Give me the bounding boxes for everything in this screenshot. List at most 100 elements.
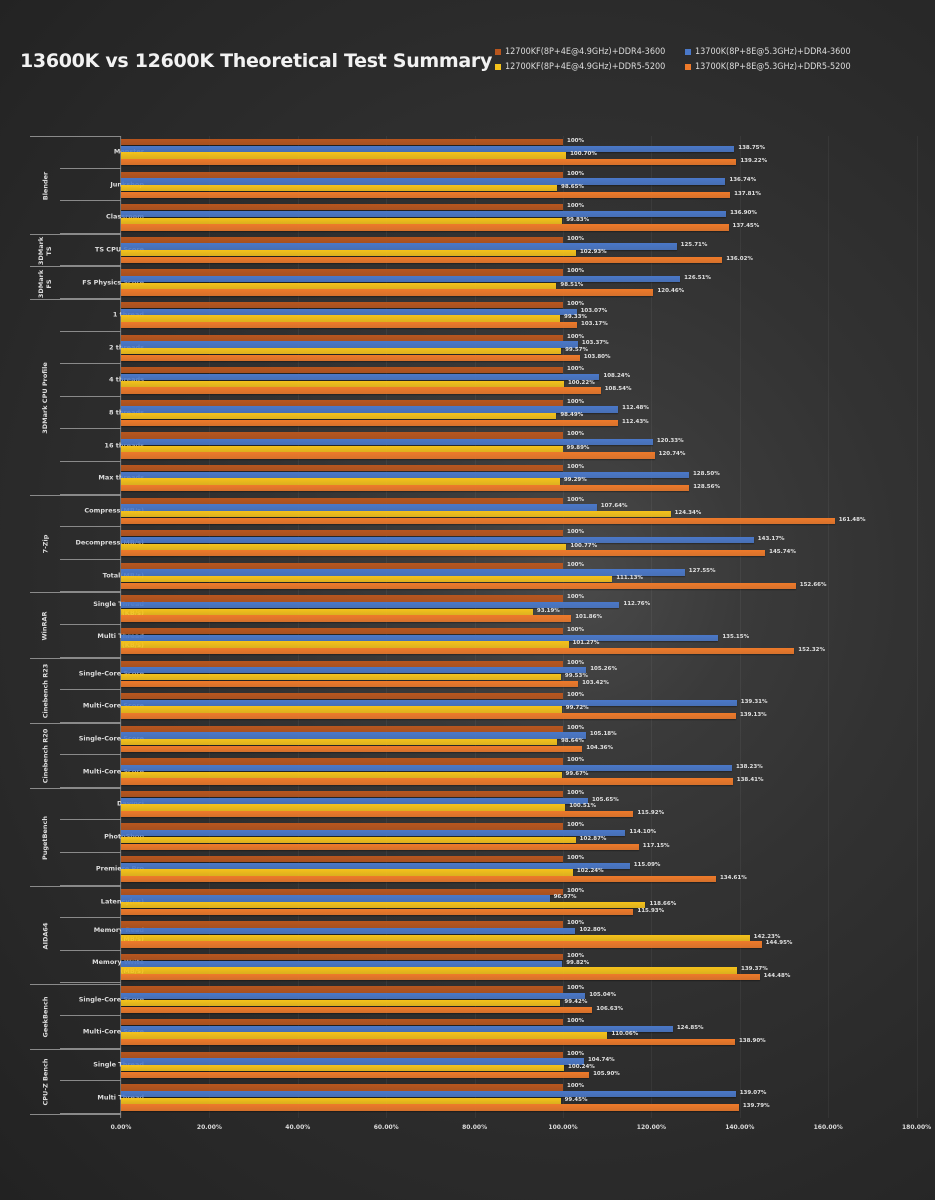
bar: 126.51%	[121, 275, 711, 283]
row-divider	[60, 754, 121, 756]
legend-item-13700k-ddr5: 13700K(8P+8E@5.3GHz)+DDR5-5200	[685, 62, 875, 72]
row-divider	[60, 819, 121, 821]
bar-group: 100% 112.48% 98.49% 112.43%	[121, 399, 649, 427]
row-divider	[60, 232, 121, 234]
table-row: 2 threads100%103.37%99.57%103.80%	[30, 332, 930, 365]
data-label: 120.33%	[656, 438, 684, 445]
bar: 103.42%	[121, 680, 609, 687]
data-label: 145.74%	[769, 549, 796, 556]
legend-label: 12700KF(8P+4E@4.9GHz)+DDR5-5200	[505, 62, 666, 72]
bar: 99.53%	[121, 673, 588, 681]
bar: 102.93%	[121, 249, 607, 257]
bar: 99.57%	[121, 347, 588, 355]
x-tick-label: 40.00%	[285, 1124, 311, 1131]
data-label: 108.54%	[604, 386, 632, 393]
bar: 100%	[121, 1083, 584, 1091]
legend-label: 13700K(8P+8E@5.3GHz)+DDR5-5200	[695, 62, 851, 72]
bar: 100%	[121, 920, 584, 928]
data-label: 112.76%	[623, 601, 651, 607]
bar-group: 100% 126.51% 98.51% 120.46%	[121, 268, 711, 296]
data-label: 99.53%	[564, 672, 588, 679]
bar-group: 100% 124.85% 110.06% 138.90%	[121, 1018, 766, 1046]
data-label: 139.79%	[742, 1103, 770, 1110]
data-label: 100%	[567, 235, 584, 242]
row-divider	[60, 200, 121, 202]
table-row: Multi Thread(KB/s)100%135.15%101.27%152.…	[30, 625, 930, 658]
row-divider	[60, 721, 121, 723]
bar: 98.65%	[121, 184, 584, 192]
bar: 100%	[121, 757, 584, 765]
x-tick-label: 120.00%	[636, 1124, 666, 1131]
bar: 103.07%	[121, 308, 607, 315]
row-divider	[60, 884, 121, 886]
bar: 139.31%	[121, 699, 768, 707]
data-label: 99.89%	[566, 444, 590, 451]
data-label: 93.19%	[536, 607, 560, 614]
data-label: 135.15%	[722, 633, 750, 640]
data-label: 98.51%	[560, 281, 584, 288]
bar-group: 100% 120.33% 99.89% 120.74%	[121, 431, 685, 459]
table-row: Monster100%138.75%100.70%139.22%	[30, 136, 930, 169]
group-bottom-border	[30, 1114, 121, 1115]
bar: 107.64%	[121, 503, 628, 511]
group-block: WinRAR	[30, 592, 121, 658]
data-label: 99.82%	[566, 959, 590, 966]
data-label: 136.02%	[726, 255, 753, 262]
bar-group: 100% 102.80% 142.23% 144.95%	[121, 920, 792, 948]
bar-group: 100% 105.04% 99.42% 106.63%	[121, 985, 623, 1013]
data-label: 100%	[567, 138, 584, 144]
bar: 100%	[121, 431, 584, 439]
bar: 152.66%	[121, 582, 827, 590]
data-label: 107.64%	[600, 503, 628, 510]
data-label: 100%	[567, 1018, 584, 1025]
data-label: 100%	[567, 529, 584, 536]
table-row: TS CPU Score 100% 125.71% 102.93% 136.02%	[30, 234, 930, 267]
bar-group: 100% 136.74% 98.65% 137.81%	[121, 171, 761, 199]
bar: 145.74%	[121, 549, 796, 557]
data-label: 115.09%	[633, 861, 661, 868]
bar: 102.24%	[121, 868, 604, 876]
bar: 102.80%	[121, 927, 606, 935]
group-block: GeekBench	[30, 983, 121, 1050]
bar: 124.34%	[121, 510, 701, 518]
bar: 103.17%	[121, 321, 608, 329]
gridline	[209, 136, 211, 1118]
category-label: TS CPU Score	[94, 245, 144, 254]
row-divider	[60, 623, 121, 625]
table-row: Single Thread 100% 104.74% 100.24% 105.90%	[30, 1049, 930, 1082]
data-label: 125.71%	[680, 242, 708, 249]
data-label: 100%	[567, 920, 584, 927]
bar: 112.48%	[121, 405, 649, 413]
bar-group: 100% 115.09% 102.24% 134.61%	[121, 855, 747, 883]
data-label: 100%	[567, 855, 584, 862]
data-label: 139.37%	[741, 966, 768, 973]
row-divider	[60, 460, 121, 462]
bar: 100%	[121, 268, 584, 276]
row-divider	[60, 363, 121, 365]
group-block: AIDA64	[30, 885, 121, 985]
bar: 139.79%	[121, 1103, 770, 1111]
table-row: Memory Read(MB/s)100%102.80%142.23%144.9…	[30, 918, 930, 951]
data-label: 134.61%	[719, 875, 747, 882]
data-label: 152.32%	[798, 646, 825, 653]
bar: 100.51%	[121, 803, 596, 811]
bar-group: 100% 136.90% 99.83% 137.45%	[121, 203, 759, 231]
data-label: 100%	[567, 659, 584, 666]
bar: 143.17%	[121, 536, 785, 544]
bar: 99.72%	[121, 705, 589, 713]
data-label: 103.42%	[582, 679, 609, 686]
row-divider	[60, 493, 121, 495]
bar: 152.32%	[121, 647, 825, 655]
data-label: 100%	[567, 985, 584, 992]
data-label: 100%	[567, 887, 584, 894]
bar: 103.37%	[121, 340, 609, 348]
gridline	[651, 136, 653, 1118]
table-row: Compress(MB/s) 100% 107.64% 124.34% 161.48%	[30, 495, 930, 528]
data-label: 138.23%	[735, 763, 763, 770]
bar-group: 100% 104.74% 100.24% 105.90%	[121, 1051, 620, 1079]
data-label: 100%	[567, 561, 584, 568]
x-tick-label: 100.00%	[548, 1124, 578, 1131]
data-label: 112.43%	[621, 418, 649, 425]
bar: 98.49%	[121, 412, 583, 420]
group-block: PugetBench	[30, 788, 121, 887]
